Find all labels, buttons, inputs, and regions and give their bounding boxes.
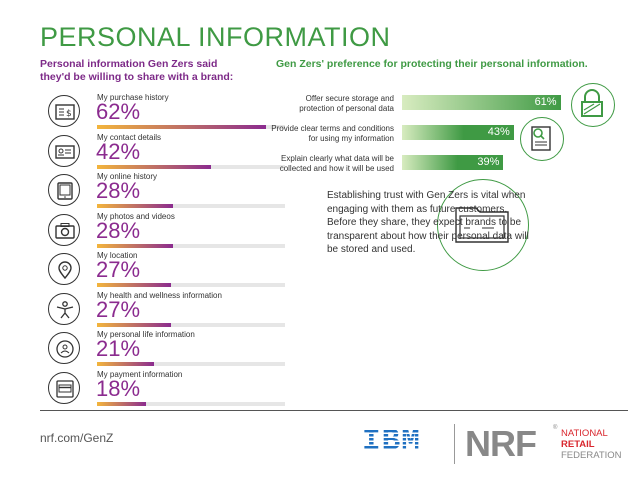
receipt-icon: $: [48, 95, 80, 127]
padlock-icon: [571, 83, 615, 127]
share-item: My payment information 18%: [48, 369, 285, 408]
preference-label-line: Explain clearly what data will be: [281, 154, 394, 163]
personal-life-icon: [48, 332, 80, 364]
health-person-icon: [48, 292, 80, 325]
ibm-logo: IBM: [362, 426, 421, 458]
preference-label-line: for using my information: [308, 134, 394, 143]
share-item: $ My purchase history 62%: [48, 93, 285, 131]
share-bar: [97, 283, 171, 287]
preference-category-label: Explain clearly what data will be collect…: [234, 154, 394, 174]
preference-bar: 39%: [402, 155, 504, 170]
trust-text: Establishing trust with Gen Zers is vita…: [327, 190, 529, 255]
nrf-name-line3: FEDERATION: [561, 450, 622, 461]
payment-card-icon: [48, 371, 80, 404]
footer-url[interactable]: nrf.com/GenZ: [40, 431, 114, 445]
left-subtitle: Personal information Gen Zers said they'…: [40, 58, 234, 83]
share-value-label: 28%: [96, 178, 141, 203]
document-search-icon: [520, 117, 564, 161]
share-category-label: My online history: [97, 172, 158, 181]
share-bar-track: [97, 283, 285, 287]
preference-bar: 61%: [402, 95, 561, 110]
share-bar: [97, 243, 174, 248]
share-item: My photos and videos 28%: [48, 211, 285, 250]
share-bar: [97, 401, 147, 406]
nrf-logo-text: NRF: [465, 423, 537, 464]
share-bar-track: [97, 164, 285, 169]
share-category-label: My photos and videos: [97, 211, 175, 221]
preference-label-line: Provide clear terms and conditions: [271, 124, 394, 133]
location-pin-icon: [48, 253, 80, 285]
preference-category-label: Provide clear terms and conditions for us…: [234, 124, 394, 144]
preference-value-label: 43%: [487, 126, 510, 138]
share-bar: [97, 125, 266, 129]
share-category-label: My location: [97, 251, 138, 260]
nrf-reg-mark: ®: [553, 425, 558, 431]
preference-label-line: protection of personal data: [299, 104, 394, 113]
camera-icon: [48, 213, 80, 246]
share-category-label: My health and wellness information: [97, 290, 222, 300]
share-bar: [97, 322, 171, 327]
logo-separator: [454, 424, 455, 464]
share-item: My online history 28%: [48, 172, 285, 210]
share-value-label: 62%: [96, 99, 141, 124]
share-category-label: My contact details: [97, 132, 162, 142]
nrf-logo: NRF: [465, 423, 537, 464]
share-value-label: 21%: [96, 336, 141, 361]
share-item: My personal life information 21%: [48, 330, 285, 368]
page-title: PERSONAL INFORMATION: [40, 22, 391, 52]
share-value-label: 27%: [96, 257, 141, 282]
share-item: My location 27%: [48, 251, 285, 289]
share-value-label: 18%: [96, 375, 141, 401]
share-category-label: My payment information: [97, 369, 183, 379]
nrf-name-line1: NATIONAL: [561, 428, 608, 439]
preference-category-label: Offer secure storage and protection of pe…: [234, 94, 394, 114]
share-bar-track: [97, 204, 285, 208]
share-category-label: My purchase history: [97, 93, 169, 102]
share-bar-track: [97, 125, 285, 129]
footer-divider: [40, 410, 628, 411]
right-subtitle: Gen Zers' preference for protecting thei…: [276, 58, 588, 70]
nrf-name-line2: RETAIL: [561, 439, 595, 450]
preference-value-label: 61%: [534, 96, 557, 108]
share-bar-track: [97, 362, 285, 366]
preference-bar: 43%: [402, 125, 514, 140]
nrf-name: NATIONAL RETAIL FEDERATION: [561, 428, 622, 461]
folder-icon: [437, 179, 529, 271]
share-bar: [97, 164, 212, 169]
online-tablet-icon: [48, 174, 80, 206]
share-bar-track: [97, 322, 285, 327]
preference-value-label: 39%: [477, 156, 500, 168]
share-item: My contact details 42%: [48, 132, 285, 171]
share-value-label: 27%: [96, 296, 141, 322]
preference-label-line: Offer secure storage and: [305, 94, 394, 103]
preference-label-line: collected and how it will be used: [279, 164, 394, 173]
share-bar: [97, 362, 155, 366]
share-value-label: 42%: [96, 138, 141, 164]
share-bar-track: [97, 243, 285, 248]
share-category-label: My personal life information: [97, 330, 195, 339]
svg-text:$: $: [66, 109, 72, 119]
ibm-logo-text: IBM: [362, 424, 421, 459]
share-bar: [97, 204, 174, 208]
share-item: My health and wellness information 27%: [48, 290, 285, 329]
share-value-label: 28%: [96, 217, 141, 243]
share-bar-track: [97, 401, 285, 406]
contact-card-icon: [48, 134, 80, 167]
